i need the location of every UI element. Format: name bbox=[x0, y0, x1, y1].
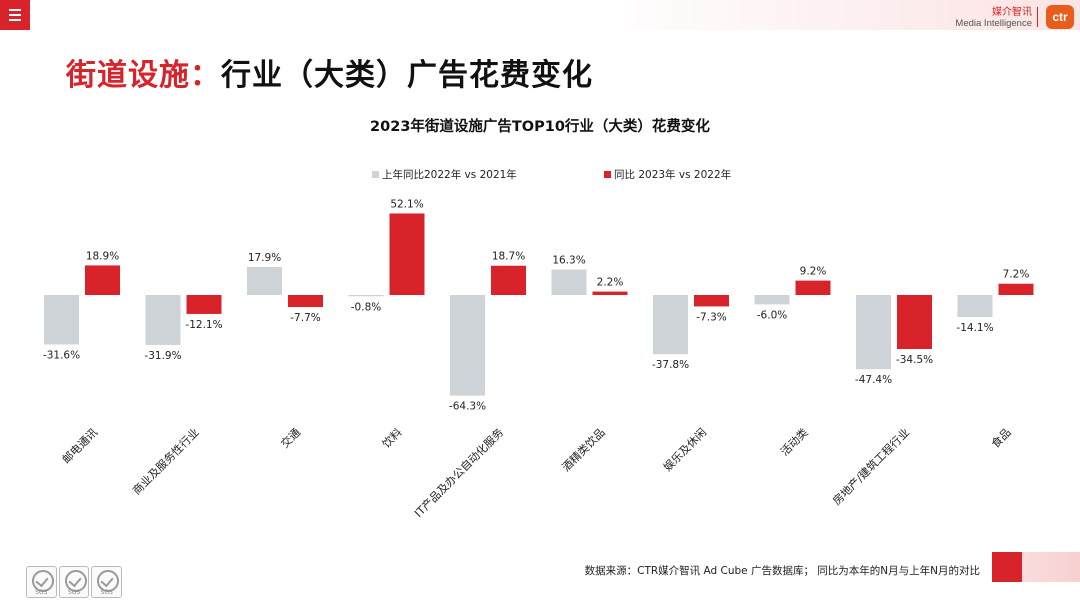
data-label: 18.9% bbox=[86, 250, 119, 262]
bar-curr-3 bbox=[288, 295, 323, 308]
data-label: -7.3% bbox=[696, 311, 726, 323]
bar-prev-3 bbox=[247, 266, 282, 295]
page-title-highlight: 街道设施： bbox=[66, 58, 221, 93]
data-label: 17.9% bbox=[248, 252, 281, 264]
bar-curr-5 bbox=[491, 265, 526, 295]
page-title: 街道设施：行业（大类）广告花费变化 bbox=[66, 50, 593, 94]
bar-prev-8 bbox=[754, 295, 790, 305]
data-label: -14.1% bbox=[956, 322, 993, 334]
sgs-badge-text: SGS bbox=[35, 589, 48, 596]
category-label: 邮电通讯 bbox=[60, 426, 100, 466]
bar-prev-4 bbox=[348, 295, 384, 297]
bar-prev-2 bbox=[145, 295, 181, 345]
bar-curr-9 bbox=[897, 295, 932, 349]
data-label: -0.8% bbox=[351, 301, 381, 313]
data-label: -64.3% bbox=[449, 401, 486, 413]
certification-badges: SGS SGS SGS bbox=[26, 566, 123, 598]
sgs-badge-text: SGS bbox=[100, 589, 113, 596]
category-label: 活动类 bbox=[777, 425, 810, 458]
bar-curr-1 bbox=[85, 265, 120, 295]
data-label: -7.7% bbox=[290, 312, 320, 324]
data-label: -31.9% bbox=[144, 350, 181, 362]
brand-cn: 媒介智讯 bbox=[992, 7, 1032, 18]
category-label: 食品 bbox=[988, 425, 1013, 450]
bar-curr-6 bbox=[592, 291, 628, 295]
category-label: 娱乐及休闲 bbox=[660, 425, 709, 474]
data-label: -31.6% bbox=[43, 349, 80, 361]
data-label: -6.0% bbox=[757, 309, 787, 321]
bar-curr-8 bbox=[795, 280, 831, 295]
data-label: 9.2% bbox=[800, 266, 827, 278]
data-label: -12.1% bbox=[185, 319, 222, 331]
top-bar bbox=[0, 0, 1080, 30]
category-label: 饮料 bbox=[379, 425, 404, 450]
page-title-rest: 行业（大类）广告花费变化 bbox=[221, 58, 593, 93]
ctr-logo: ctr bbox=[1046, 5, 1074, 29]
data-label: -37.8% bbox=[652, 359, 689, 371]
bar-curr-7 bbox=[694, 295, 729, 307]
category-label: 交通 bbox=[278, 425, 303, 450]
category-label: 酒精类饮品 bbox=[559, 425, 608, 474]
footer-red-block bbox=[992, 552, 1022, 582]
data-label: 2.2% bbox=[597, 277, 624, 289]
legend-label-2: 同比 2023年 vs 2022年 bbox=[614, 168, 731, 181]
data-source-note: 数据来源：CTR媒介智讯 Ad Cube 广告数据库； 同比为本年的N月与上年N… bbox=[584, 565, 980, 577]
bar-prev-9 bbox=[856, 295, 891, 370]
legend-swatch-1 bbox=[372, 171, 379, 178]
sgs-badge-text: SGS bbox=[67, 589, 81, 596]
category-label: IT产品及办公自动化服务 bbox=[411, 425, 506, 520]
data-label: 7.2% bbox=[1003, 269, 1030, 281]
bar-prev-10 bbox=[957, 295, 993, 318]
data-label: 18.7% bbox=[492, 251, 525, 263]
brand-divider bbox=[1037, 7, 1038, 27]
legend-label-1: 上年同比2022年 vs 2021年 bbox=[382, 168, 517, 181]
bar-curr-10 bbox=[998, 283, 1034, 295]
menu-icon[interactable] bbox=[0, 0, 30, 30]
brand-en: Media Intelligence bbox=[955, 17, 1032, 29]
data-label: -47.4% bbox=[855, 374, 892, 386]
bar-curr-2 bbox=[186, 295, 222, 314]
legend-swatch-2 bbox=[604, 171, 611, 178]
chart-title: 2023年街道设施广告TOP10行业（大类）花费变化 bbox=[370, 117, 710, 135]
category-label: 房地产/建筑工程行业 bbox=[830, 425, 913, 508]
bar-prev-7 bbox=[653, 295, 688, 355]
data-label: -34.5% bbox=[896, 354, 933, 366]
bar-prev-5 bbox=[450, 295, 485, 396]
bar-prev-1 bbox=[44, 295, 79, 345]
data-label: 52.1% bbox=[390, 198, 423, 210]
brand-text: 媒介智讯 Media Intelligence bbox=[955, 7, 1032, 29]
bar-prev-6 bbox=[551, 269, 587, 295]
sgs-badge-icon: SGS bbox=[91, 566, 123, 598]
sgs-badge-icon: SGS bbox=[26, 566, 57, 598]
sgs-badge-icon: SGS bbox=[58, 566, 90, 598]
bar-curr-4 bbox=[389, 213, 425, 295]
category-label: 商业及服务性行业 bbox=[129, 425, 201, 497]
data-label: 16.3% bbox=[552, 254, 585, 266]
